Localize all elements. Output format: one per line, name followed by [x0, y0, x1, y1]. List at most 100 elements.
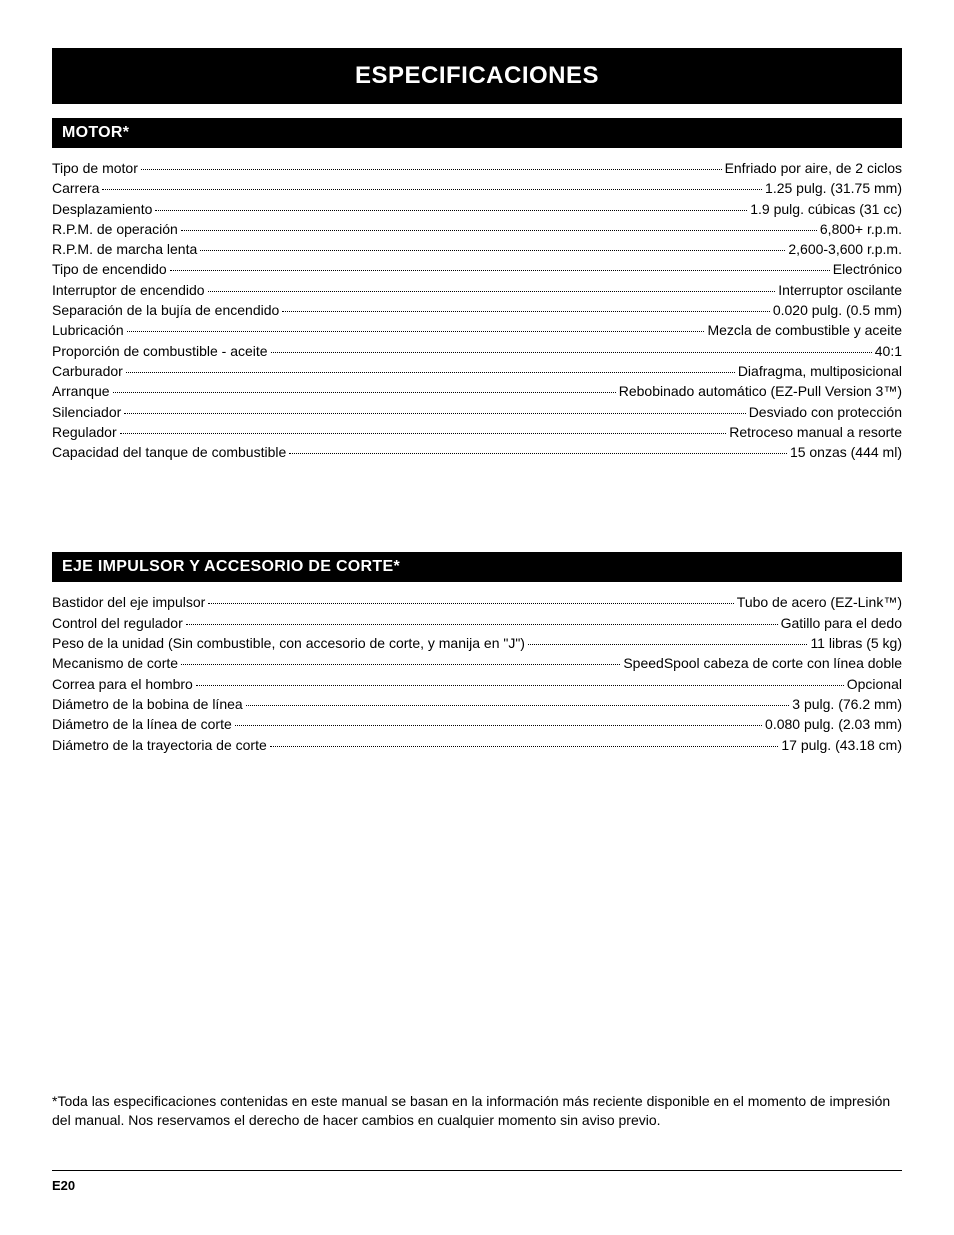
spec-value: Electrónico	[833, 259, 902, 279]
spec-label: Diámetro de la trayectoria de corte	[52, 735, 267, 755]
section-header-eje: EJE IMPULSOR Y ACCESORIO DE CORTE*	[52, 552, 902, 582]
spec-label: Mecanismo de corte	[52, 653, 178, 673]
spec-value: 2,600-3,600 r.p.m.	[788, 239, 902, 259]
spec-value: Diafragma, multiposicional	[738, 361, 902, 381]
spec-row: Tipo de motor Enfriado por aire, de 2 cic…	[52, 158, 902, 178]
spec-value: 0.020 pulg. (0.5 mm)	[773, 300, 902, 320]
spec-row: Bastidor del eje impulsor Tubo de acero …	[52, 592, 902, 612]
dotted-leader	[282, 311, 770, 312]
spec-value: 40:1	[875, 341, 902, 361]
spec-value: Rebobinado automático (EZ-Pull Version 3…	[619, 381, 902, 401]
spec-row: Tipo de encendido Electrónico	[52, 259, 902, 279]
spec-value: 11 libras (5 kg)	[810, 633, 902, 653]
dotted-leader	[200, 250, 785, 251]
spec-value: Mezcla de combustible y aceite	[707, 320, 902, 340]
dotted-leader	[246, 705, 790, 706]
spec-list-motor: Tipo de motor Enfriado por aire, de 2 cic…	[52, 158, 902, 462]
dotted-leader	[181, 230, 817, 231]
spec-row: Desplazamiento 1.9 pulg. cúbicas (31 cc)	[52, 199, 902, 219]
spec-label: Silenciador	[52, 402, 121, 422]
spec-list-eje: Bastidor del eje impulsor Tubo de acero …	[52, 592, 902, 754]
dotted-leader	[235, 725, 762, 726]
spec-row: Diámetro de la línea de corte 0.080 pulg.…	[52, 714, 902, 734]
spec-row: Regulador Retroceso manual a resorte	[52, 422, 902, 442]
dotted-leader	[528, 644, 807, 645]
spec-label: Tipo de motor	[52, 158, 138, 178]
dotted-leader	[120, 433, 727, 434]
spec-label: R.P.M. de marcha lenta	[52, 239, 197, 259]
spec-label: Control del regulador	[52, 613, 183, 633]
page-title: ESPECIFICACIONES	[52, 48, 902, 104]
dotted-leader	[155, 210, 747, 211]
dotted-leader	[196, 685, 844, 686]
spec-row: Separación de la bujía de encendido 0.020…	[52, 300, 902, 320]
spec-value: Enfriado por aire, de 2 ciclos	[725, 158, 902, 178]
spec-row: Control del regulador Gatillo para el ded…	[52, 613, 902, 633]
dotted-leader	[170, 270, 830, 271]
spec-value: 3 pulg. (76.2 mm)	[792, 694, 902, 714]
dotted-leader	[126, 372, 735, 373]
spec-row: Capacidad del tanque de combustible 15 on…	[52, 442, 902, 462]
spec-label: Desplazamiento	[52, 199, 152, 219]
dotted-leader	[141, 169, 722, 170]
spec-value: 1.9 pulg. cúbicas (31 cc)	[750, 199, 902, 219]
spec-label: Diámetro de la línea de corte	[52, 714, 232, 734]
dotted-leader	[271, 352, 872, 353]
spec-label: Bastidor del eje impulsor	[52, 592, 205, 612]
spec-label: Diámetro de la bobina de línea	[52, 694, 243, 714]
spec-value: 0.080 pulg. (2.03 mm)	[765, 714, 902, 734]
spec-value: Opcional	[847, 674, 902, 694]
footnote-text: *Toda las especificaciones contenidas en…	[52, 1092, 902, 1130]
spec-value: Tubo de acero (EZ-Link™)	[737, 592, 902, 612]
spec-label: Tipo de encendido	[52, 259, 167, 279]
spec-label: Separación de la bujía de encendido	[52, 300, 279, 320]
dotted-leader	[270, 746, 779, 747]
page-number: E20	[52, 1178, 75, 1193]
dotted-leader	[181, 664, 620, 665]
section-header-motor: MOTOR*	[52, 118, 902, 148]
spec-value: Retroceso manual a resorte	[729, 422, 902, 442]
spec-label: Carburador	[52, 361, 123, 381]
spec-row: Interruptor de encendido Interruptor osci…	[52, 280, 902, 300]
spec-row: Correa para el hombro Opcional	[52, 674, 902, 694]
spec-row: Mecanismo de corte SpeedSpool cabeza de c…	[52, 653, 902, 673]
page-footer: E20	[52, 1170, 902, 1195]
spec-label: Peso de la unidad (Sin combustible, con …	[52, 633, 525, 653]
spec-row: Carburador Diafragma, multiposicional	[52, 361, 902, 381]
dotted-leader	[113, 392, 616, 393]
dotted-leader	[124, 413, 745, 414]
spec-value: Desviado con protección	[749, 402, 902, 422]
spec-value: 1.25 pulg. (31.75 mm)	[765, 178, 902, 198]
spec-row: Proporción de combustible - aceite 40:1	[52, 341, 902, 361]
spec-label: Correa para el hombro	[52, 674, 193, 694]
dotted-leader	[208, 603, 733, 604]
spec-label: Arranque	[52, 381, 110, 401]
spec-label: Capacidad del tanque de combustible	[52, 442, 286, 462]
spec-label: Lubricación	[52, 320, 124, 340]
dotted-leader	[289, 453, 787, 454]
spec-row: Arranque Rebobinado automático (EZ-Pull V…	[52, 381, 902, 401]
spec-value: Gatillo para el dedo	[781, 613, 902, 633]
spec-label: Regulador	[52, 422, 117, 442]
dotted-leader	[127, 331, 705, 332]
spec-row: Lubricación Mezcla de combustible y aceit…	[52, 320, 902, 340]
spec-label: R.P.M. de operación	[52, 219, 178, 239]
spec-label: Carrera	[52, 178, 99, 198]
spec-row: R.P.M. de marcha lenta 2,600-3,600 r.p.m.	[52, 239, 902, 259]
spec-label: Interruptor de encendido	[52, 280, 205, 300]
spec-value: 6,800+ r.p.m.	[820, 219, 902, 239]
dotted-leader	[208, 291, 776, 292]
spec-label: Proporción de combustible - aceite	[52, 341, 268, 361]
dotted-leader	[186, 624, 778, 625]
spec-row: Peso de la unidad (Sin combustible, con …	[52, 633, 902, 653]
spec-value: Interruptor oscilante	[778, 280, 902, 300]
dotted-leader	[102, 189, 762, 190]
spec-value: SpeedSpool cabeza de corte con línea dob…	[623, 653, 902, 673]
spec-row: Diámetro de la trayectoria de corte 17 pu…	[52, 735, 902, 755]
spec-value: 15 onzas (444 ml)	[790, 442, 902, 462]
spec-row: Diámetro de la bobina de línea 3 pulg. (…	[52, 694, 902, 714]
spec-row: R.P.M. de operación 6,800+ r.p.m.	[52, 219, 902, 239]
spec-row: Silenciador Desviado con protección	[52, 402, 902, 422]
spec-row: Carrera 1.25 pulg. (31.75 mm)	[52, 178, 902, 198]
spec-value: 17 pulg. (43.18 cm)	[781, 735, 902, 755]
